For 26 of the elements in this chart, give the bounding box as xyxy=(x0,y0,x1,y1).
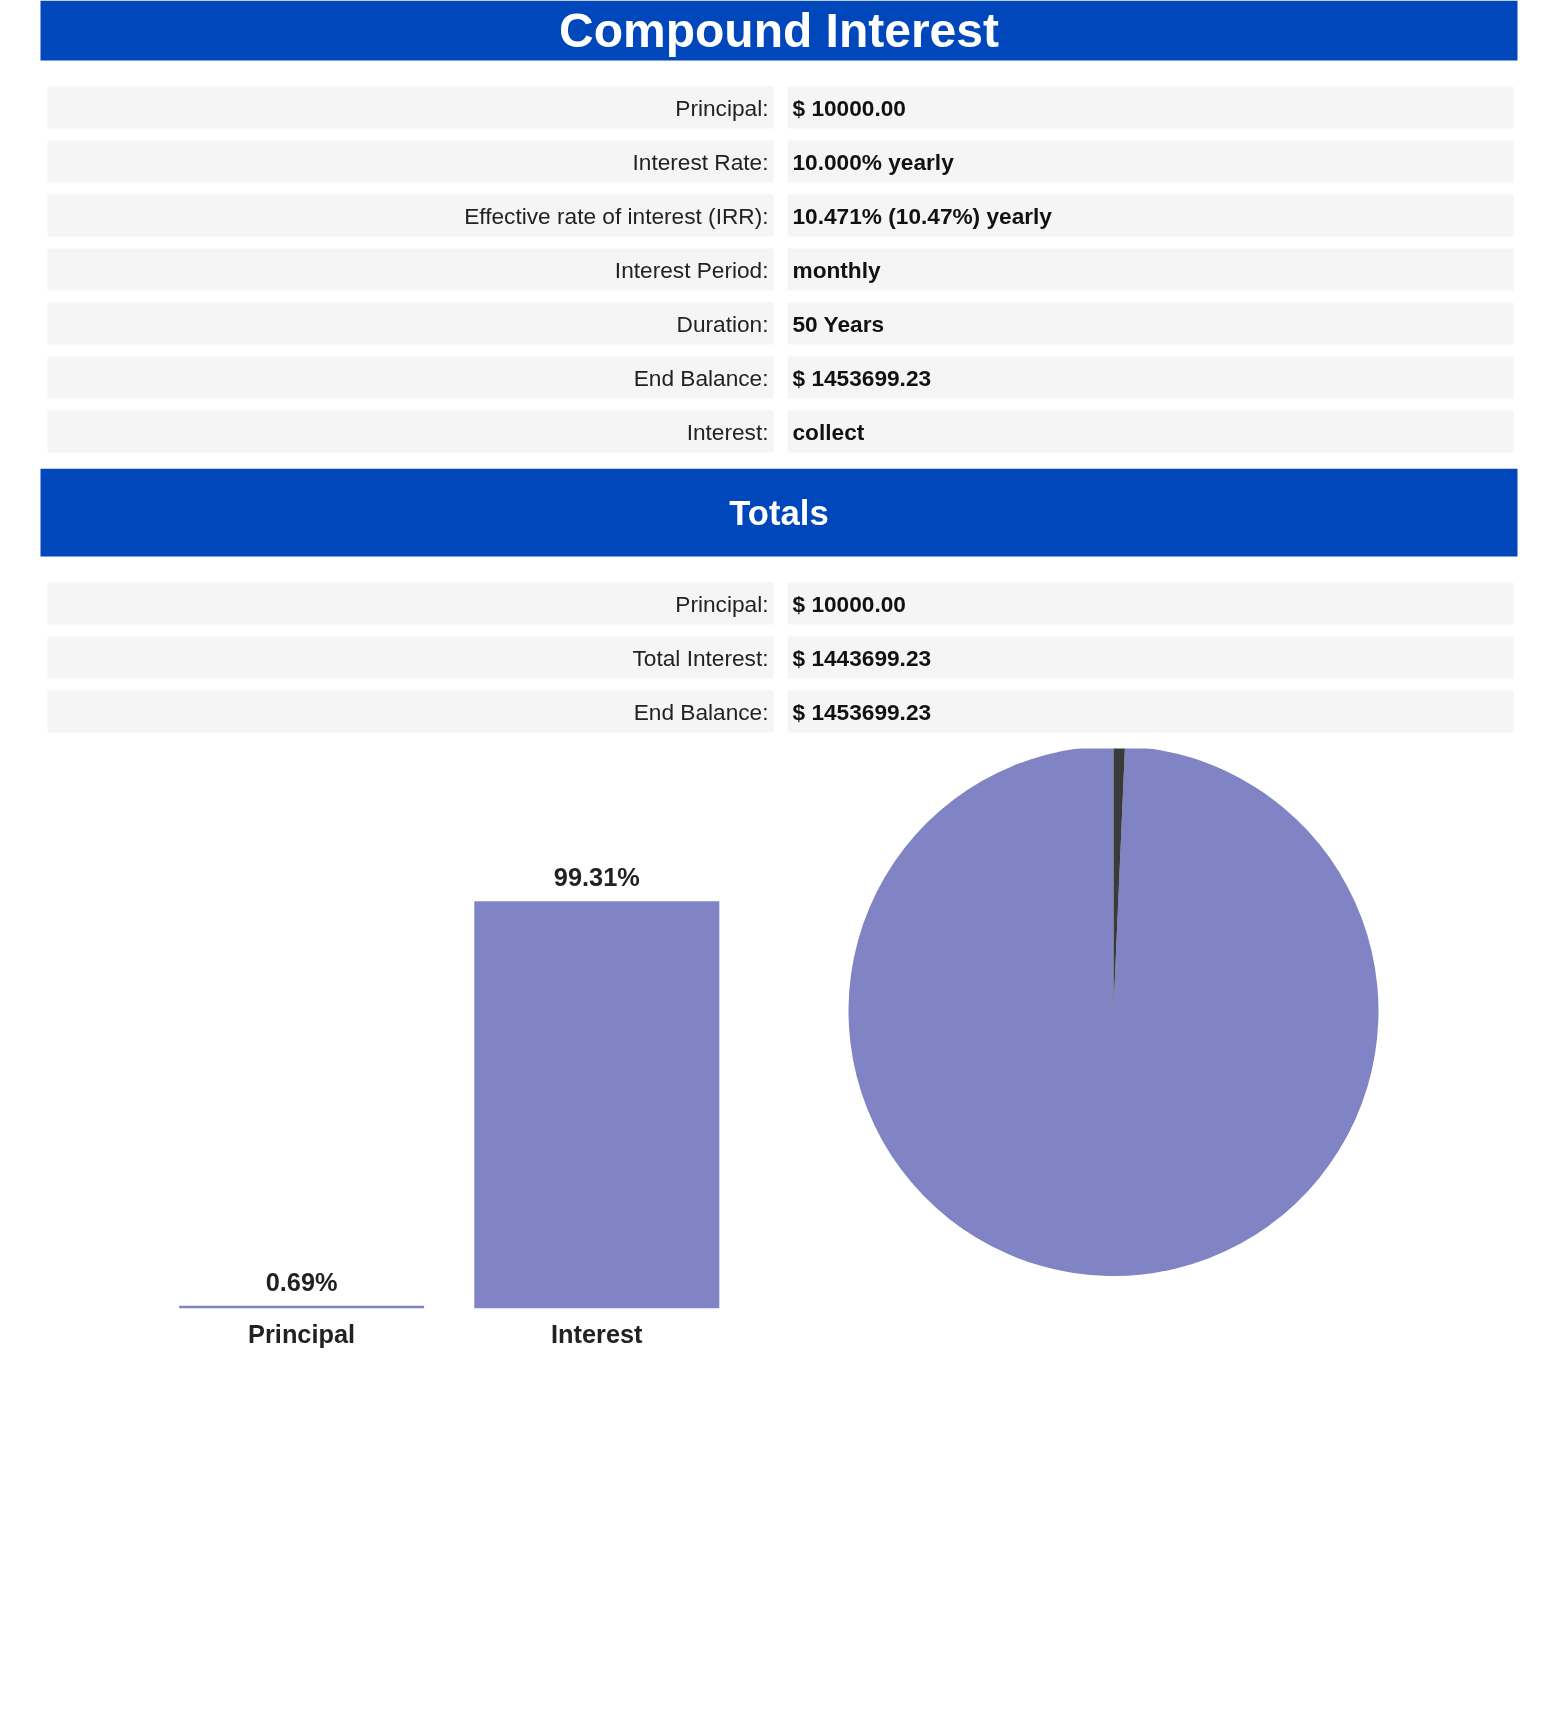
text: 10.000% yearly xyxy=(792,148,955,175)
text: Interest Rate: xyxy=(632,148,769,175)
text: End Balance: xyxy=(633,698,769,725)
data-label: 99.31% xyxy=(553,863,640,892)
text: Principal: xyxy=(675,94,769,121)
data-label: 0.69% xyxy=(265,1267,338,1296)
text: 10.471% (10.47%) yearly xyxy=(792,202,1053,229)
text: Interest: xyxy=(686,418,769,445)
text: monthly xyxy=(792,256,881,283)
text: $ 10000.00 xyxy=(792,94,906,121)
text: $ 1443699.23 xyxy=(792,644,932,671)
text: Duration: xyxy=(676,310,769,337)
x-tick-label: Principal xyxy=(248,1319,356,1348)
text: $ 1453699.23 xyxy=(792,698,932,725)
text: Interest Period: xyxy=(614,256,769,283)
text: 50 Years xyxy=(792,310,885,337)
text: Totals xyxy=(729,493,829,532)
text: Total Interest: xyxy=(632,644,769,671)
text: Effective rate of interest (IRR): xyxy=(464,202,769,229)
text: $ 1453699.23 xyxy=(792,364,932,391)
text: Compound Interest xyxy=(559,4,1000,57)
x-tick-label: Interest xyxy=(551,1319,644,1348)
text: End Balance: xyxy=(633,364,769,391)
text: $ 10000.00 xyxy=(792,590,906,617)
text: Principal: xyxy=(675,590,769,617)
text: collect xyxy=(792,418,865,445)
